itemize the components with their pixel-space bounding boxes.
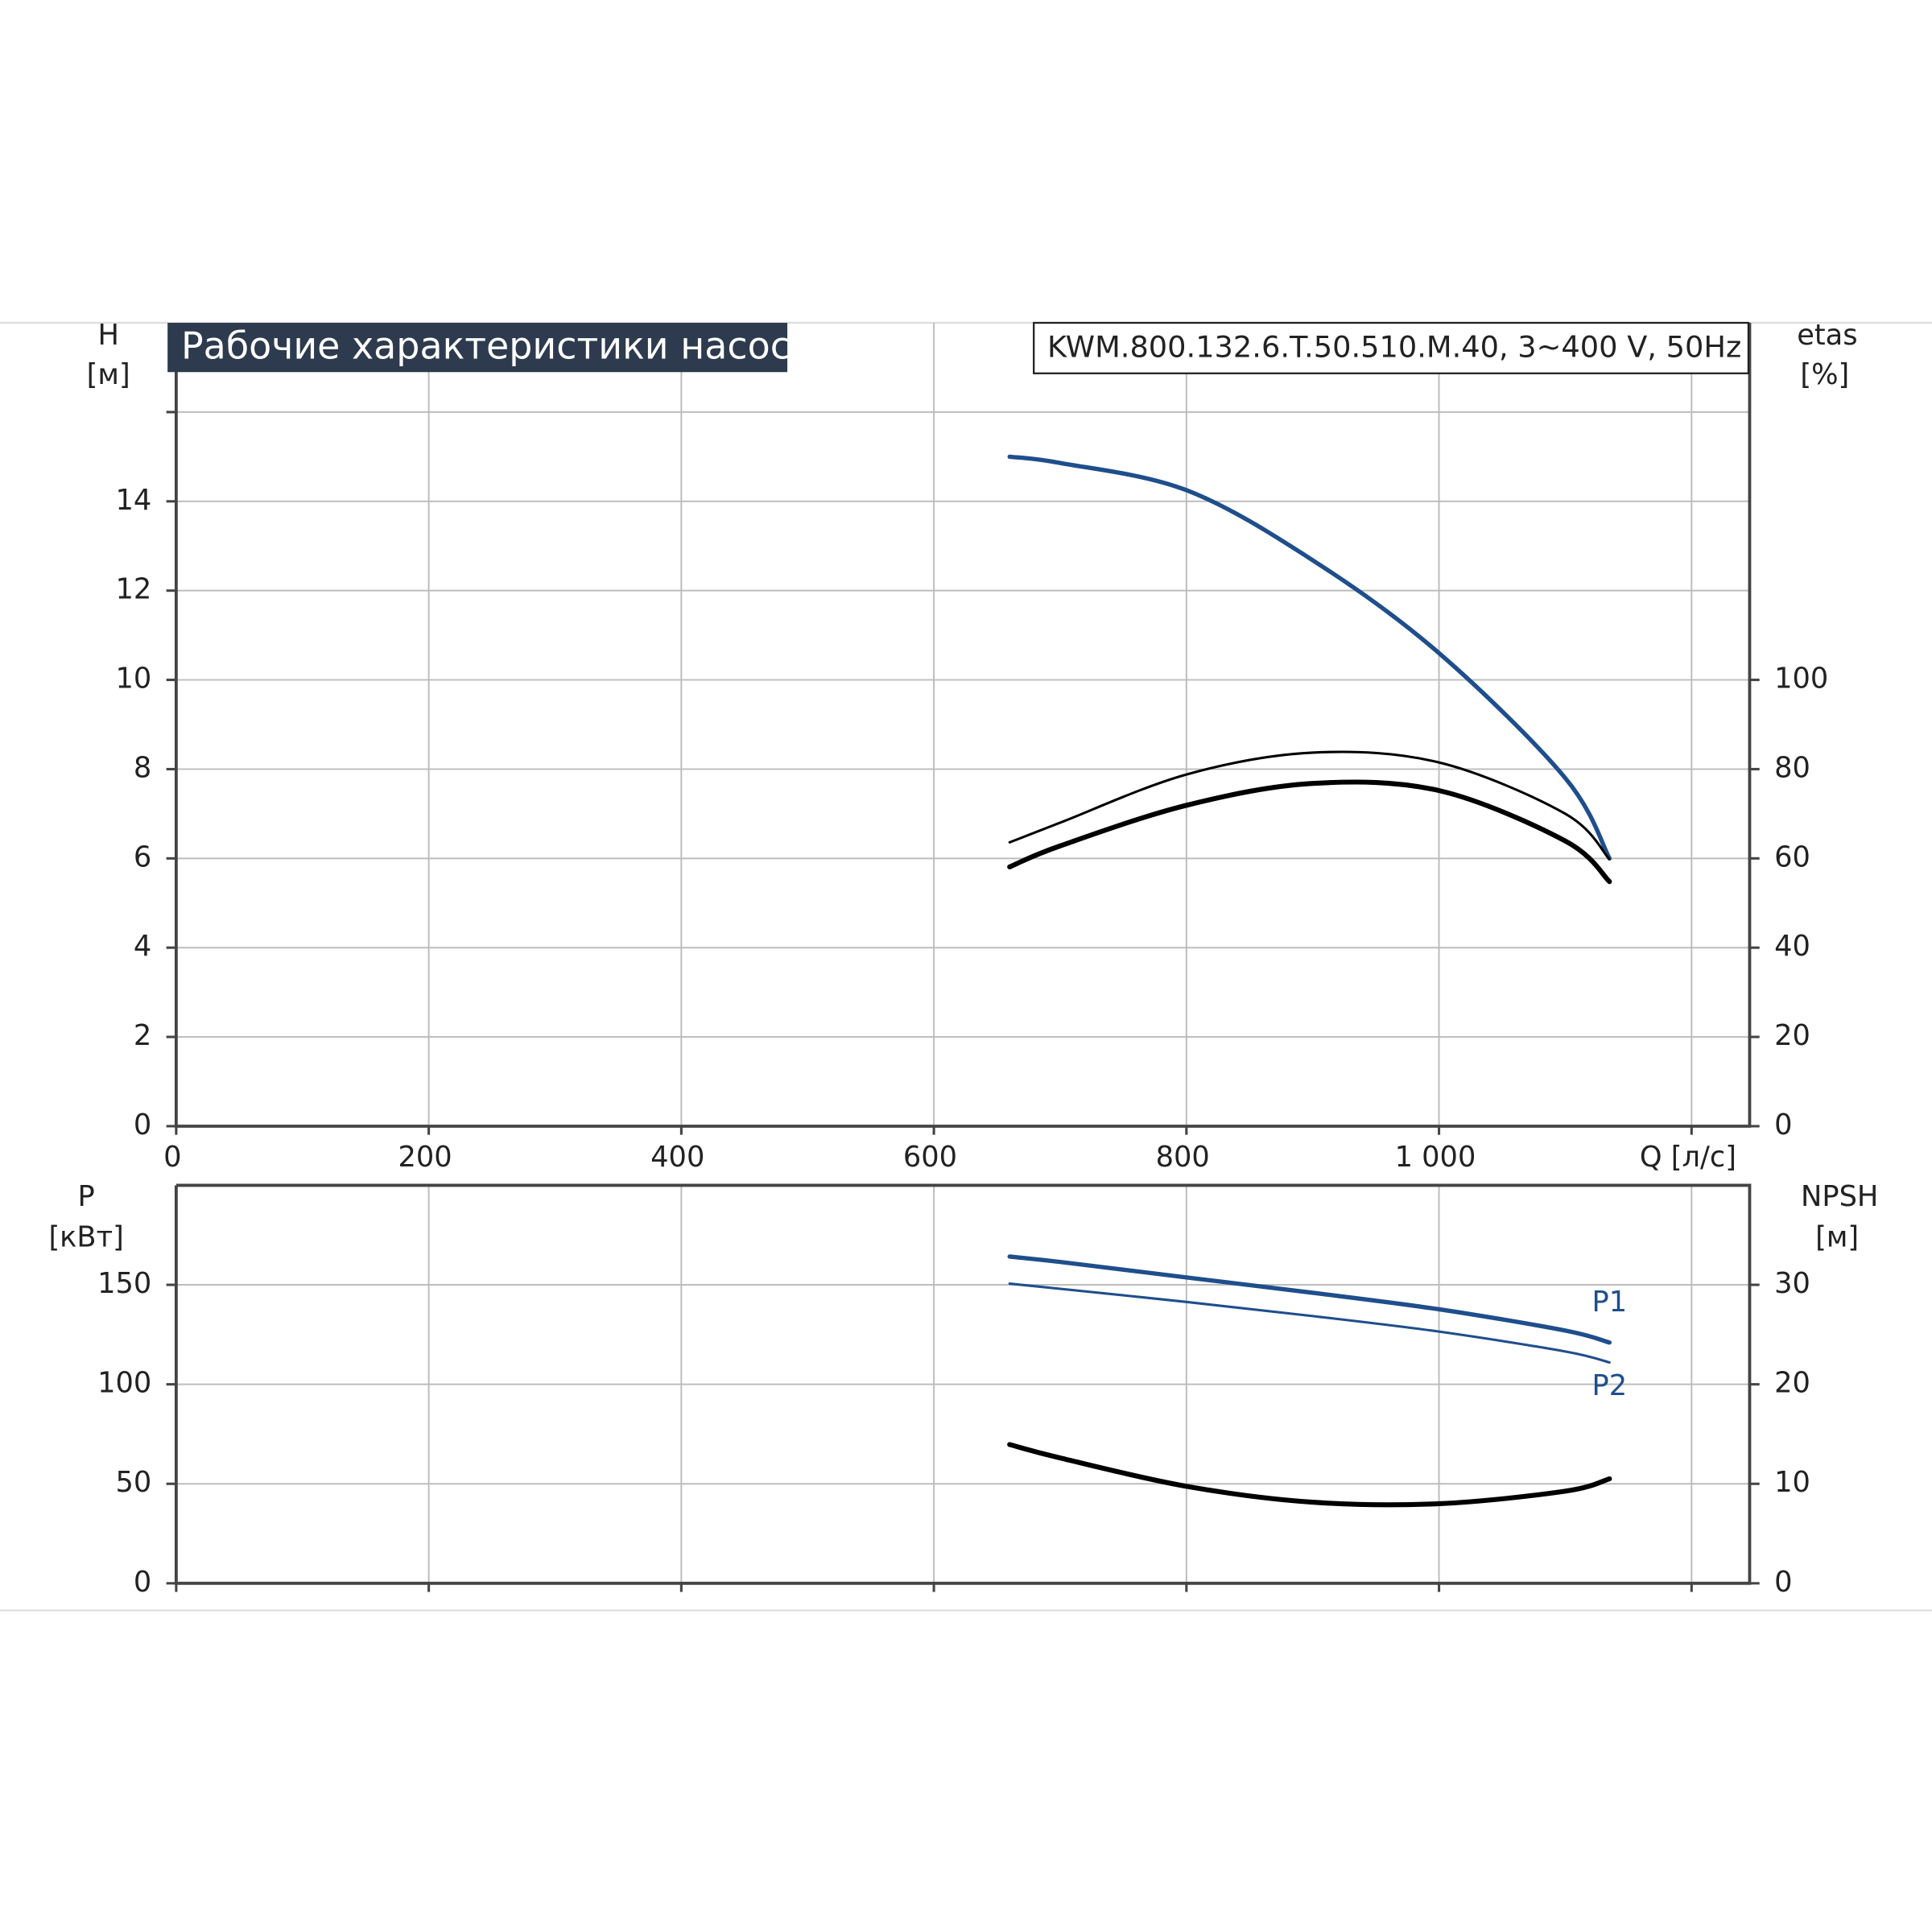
y2-tick-label: 20 <box>1774 1367 1810 1400</box>
x-axis-label: Q [л/с] <box>1640 1141 1736 1174</box>
y2-tick-label: 0 <box>1774 1566 1792 1599</box>
y2-tick-label: 0 <box>1774 1108 1792 1141</box>
y2-tick-label: 60 <box>1774 840 1810 873</box>
y-tick-label: 8 <box>134 751 151 784</box>
y2-tick-label: 80 <box>1774 751 1810 784</box>
y-tick-label: 50 <box>115 1466 151 1499</box>
series-line <box>1007 454 1612 861</box>
model-label: KWM.800.132.6.T.50.510.M.40, 3~400 V, 50… <box>1047 330 1741 365</box>
x-tick-label: 200 <box>398 1141 452 1174</box>
y-axis-label: [м] <box>87 358 130 391</box>
y2-axis-label: etas <box>1797 319 1857 352</box>
series-line <box>1007 779 1612 885</box>
series-line <box>1007 1254 1612 1345</box>
x-tick-label: 0 <box>163 1141 181 1174</box>
y-tick-label: 0 <box>134 1566 151 1599</box>
plots: 0 200 400 600 800 1 0000246810121402040608010… <box>97 323 1828 1599</box>
y-tick-label: 150 <box>97 1267 151 1300</box>
x-tick-label: 600 <box>903 1141 957 1174</box>
y2-axis-label: [%] <box>1800 358 1849 391</box>
series-label: P1 <box>1592 1286 1628 1319</box>
y-axis-label: [кВт] <box>48 1220 123 1253</box>
y-tick-label: 6 <box>134 840 151 873</box>
y-tick-label: 12 <box>115 573 151 606</box>
y2-tick-label: 10 <box>1774 1466 1810 1499</box>
y2-tick-label: 40 <box>1774 930 1810 963</box>
y-tick-label: 100 <box>97 1367 151 1400</box>
y-tick-label: 0 <box>134 1108 151 1141</box>
chart-title: Рабочие характеристики насоса <box>181 324 813 368</box>
y-tick-label: 14 <box>115 484 151 517</box>
y-axis-label: H <box>97 319 118 352</box>
model-box <box>1033 321 1750 374</box>
series-line <box>1008 1282 1611 1364</box>
x-tick-label: 1 000 <box>1395 1141 1476 1174</box>
y-axis-label: P <box>78 1180 95 1213</box>
y-tick-label: 10 <box>115 663 151 696</box>
axis-frame <box>174 323 1752 1128</box>
y-tick-label: 2 <box>134 1019 151 1052</box>
x-tick-label: 400 <box>650 1141 704 1174</box>
y2-axis-label: [м] <box>1815 1220 1859 1253</box>
y2-tick-label: 30 <box>1774 1267 1810 1300</box>
y-tick-label: 4 <box>134 930 151 963</box>
series-label: P2 <box>1592 1369 1628 1402</box>
series-line <box>1008 750 1611 861</box>
x-tick-label: 800 <box>1156 1141 1210 1174</box>
y2-tick-label: 100 <box>1774 663 1828 696</box>
y2-axis-label: NPSH <box>1801 1180 1878 1213</box>
series-line <box>1007 1442 1612 1508</box>
y2-tick-label: 20 <box>1774 1019 1810 1052</box>
title-box <box>167 323 788 373</box>
axis-frame <box>174 1183 1752 1585</box>
